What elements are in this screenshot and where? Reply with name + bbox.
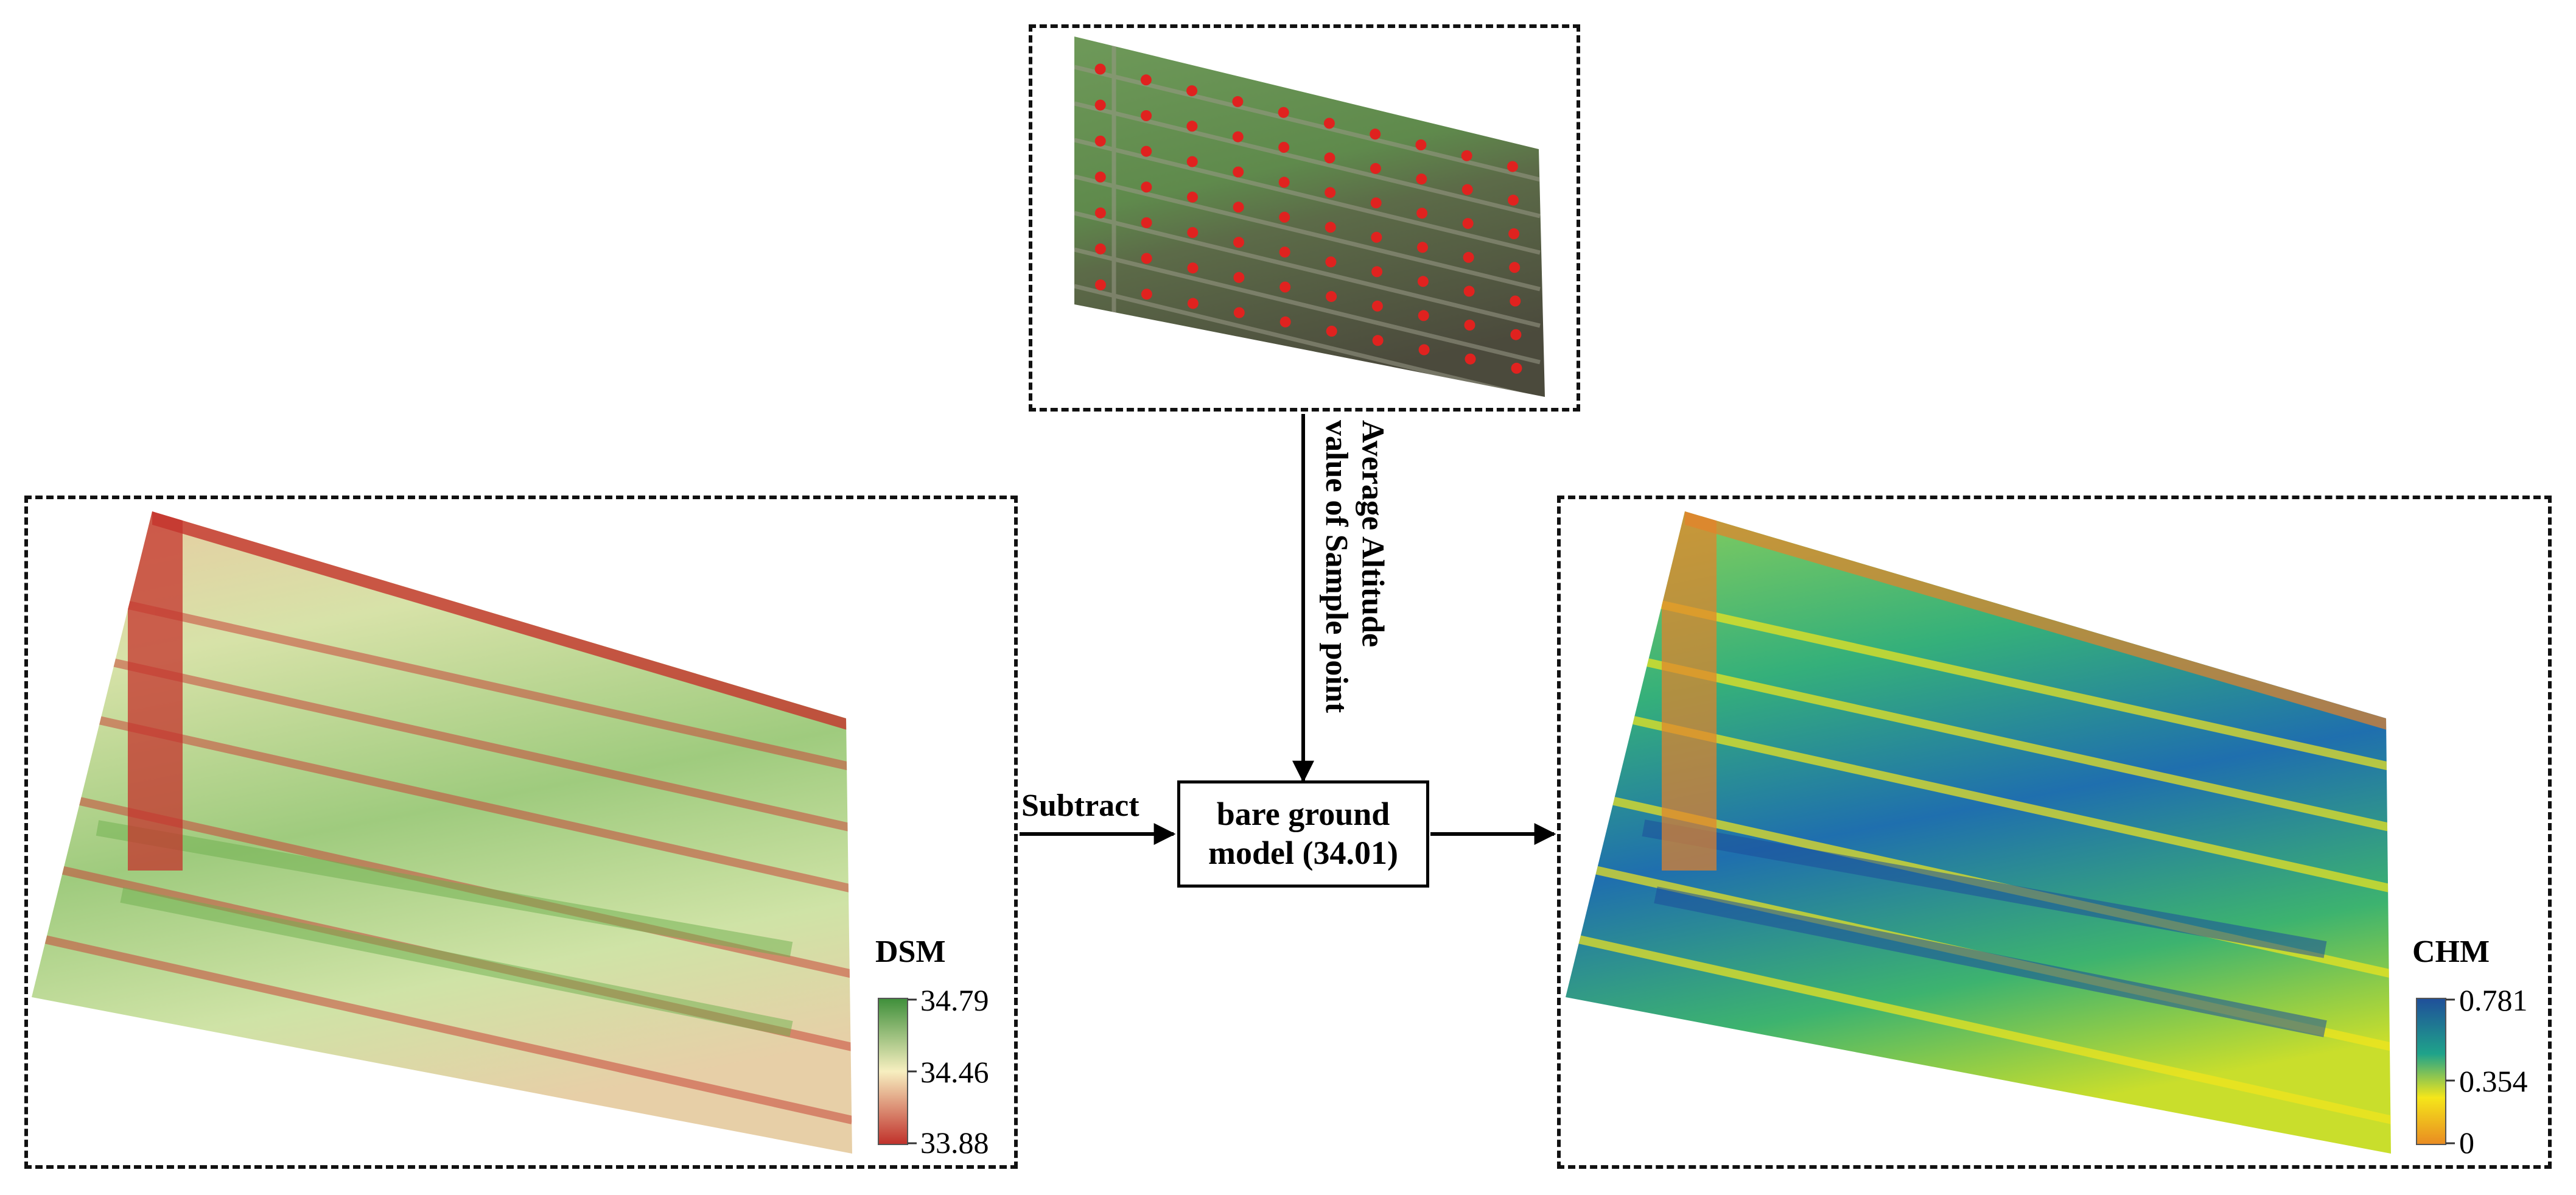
sample-point xyxy=(1508,194,1519,206)
sample-point xyxy=(1278,177,1290,188)
sample-point xyxy=(1186,85,1198,97)
sample-point xyxy=(1140,74,1152,86)
sample-point xyxy=(1141,253,1152,264)
sample-point xyxy=(1094,99,1106,111)
orthophoto-image xyxy=(1074,37,1545,397)
sample-point xyxy=(1232,96,1244,107)
sample-point xyxy=(1187,262,1199,274)
sample-point xyxy=(1370,163,1381,174)
sample-point xyxy=(1278,107,1289,118)
sample-point xyxy=(1187,227,1199,238)
bare-ground-model-line2: model (34.01) xyxy=(1208,835,1398,871)
sample-point xyxy=(1461,184,1473,195)
sample-point xyxy=(1325,222,1336,233)
sample-point xyxy=(1461,150,1472,161)
average-altitude-line2: value of Sample point xyxy=(1318,420,1354,713)
sample-point xyxy=(1324,152,1335,164)
sample-point xyxy=(1464,320,1475,331)
sample-point xyxy=(1511,362,1522,374)
sample-point xyxy=(1507,161,1518,172)
sample-point xyxy=(1279,211,1290,223)
sample-point xyxy=(1233,307,1245,318)
sample-point xyxy=(1141,181,1152,193)
sample-point xyxy=(1323,117,1335,129)
dsm-max-tick: 34.79 xyxy=(920,983,989,1017)
sample-point xyxy=(1465,353,1476,365)
sample-point xyxy=(1279,281,1291,293)
chm-mid-tick: 0.354 xyxy=(2459,1064,2528,1098)
sample-point xyxy=(1508,228,1520,239)
sample-point xyxy=(1463,251,1474,263)
sample-point xyxy=(1416,208,1428,219)
sample-point xyxy=(1325,256,1337,268)
sample-point xyxy=(1094,63,1106,75)
sample-point xyxy=(1463,286,1475,297)
sample-point xyxy=(1371,231,1382,243)
bare-ground-model-box: bare ground model (34.01) xyxy=(1177,780,1429,888)
sample-point xyxy=(1141,289,1152,300)
sample-point xyxy=(1187,298,1199,309)
sample-point xyxy=(1418,344,1430,356)
sample-point xyxy=(1094,243,1106,254)
sample-point xyxy=(1141,217,1152,228)
bare-ground-model-line1: bare ground xyxy=(1216,796,1390,833)
sample-point xyxy=(1279,247,1290,258)
sample-point xyxy=(1278,142,1290,153)
chm-min-tick: 0 xyxy=(2459,1126,2474,1160)
dsm-colorbar xyxy=(878,998,908,1145)
subtract-label: Subtract xyxy=(1021,788,1139,823)
sample-point xyxy=(1370,128,1381,140)
sample-point xyxy=(1417,276,1429,287)
dsm-min-tick: 33.88 xyxy=(920,1126,989,1160)
chm-label: CHM xyxy=(2412,934,2490,969)
sample-point xyxy=(1141,110,1152,121)
dsm-mid-tick: 34.46 xyxy=(920,1055,989,1089)
sample-point xyxy=(1233,237,1244,248)
chm-map-image xyxy=(1566,511,2391,1154)
sample-point xyxy=(1233,272,1245,283)
sample-point xyxy=(1326,326,1337,337)
dsm-map-image xyxy=(32,511,852,1154)
sample-point xyxy=(1415,139,1427,150)
sample-point xyxy=(1417,242,1428,253)
sample-point xyxy=(1326,291,1337,303)
sample-point xyxy=(1371,266,1383,278)
sample-point xyxy=(1094,135,1106,147)
average-altitude-line1: Average Altitude xyxy=(1355,420,1390,648)
sample-point xyxy=(1372,335,1384,346)
chm-colorbar xyxy=(2416,998,2446,1145)
sample-point xyxy=(1233,202,1244,213)
sample-point xyxy=(1233,166,1244,178)
sample-point xyxy=(1371,300,1383,312)
sample-point xyxy=(1510,329,1522,340)
sample-point xyxy=(1279,316,1291,328)
sample-point xyxy=(1509,262,1521,273)
sample-point xyxy=(1462,218,1474,230)
sample-point xyxy=(1094,207,1106,219)
sample-point xyxy=(1510,295,1521,307)
sample-point xyxy=(1325,187,1336,198)
sample-point xyxy=(1416,173,1427,185)
sample-point xyxy=(1370,197,1382,209)
sample-point xyxy=(1141,145,1152,157)
sample-point xyxy=(1186,121,1198,132)
sample-point xyxy=(1187,191,1198,203)
sample-point xyxy=(1186,156,1198,167)
sample-point xyxy=(1418,310,1429,321)
sample-point xyxy=(1232,131,1244,142)
sample-point xyxy=(1094,171,1106,183)
chm-max-tick: 0.781 xyxy=(2459,983,2528,1017)
dsm-label: DSM xyxy=(875,934,946,969)
sample-point xyxy=(1095,279,1106,290)
average-altitude-label: Average Altitude value of Sample point xyxy=(1318,420,1391,785)
sample-points xyxy=(1094,63,1522,374)
